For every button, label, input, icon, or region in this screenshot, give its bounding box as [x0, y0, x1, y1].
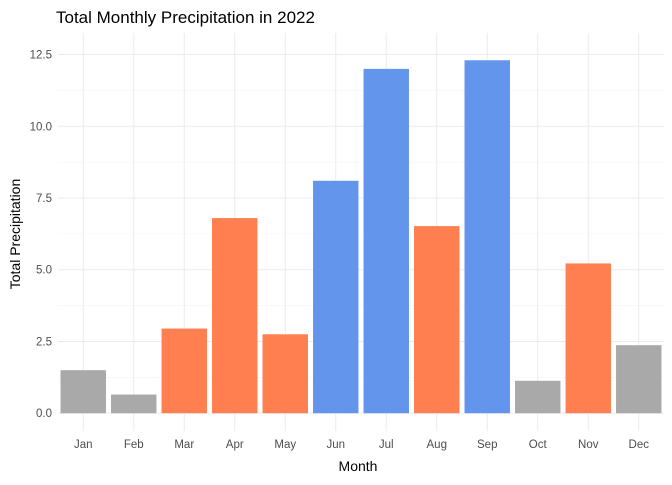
x-tick-label: Aug — [427, 439, 447, 451]
y-tick-label: 7.5 — [36, 193, 52, 205]
x-tick-label: Apr — [226, 439, 244, 451]
bar-mar — [161, 328, 207, 414]
bar-jun — [313, 180, 359, 414]
x-axis-ticks: Jan Feb Mar Apr May Jun Jul Aug Sep Oct Nov Dec — [74, 439, 649, 451]
y-axis-title: Total Precipitation — [7, 179, 23, 290]
bar-aug — [414, 226, 460, 414]
bar-nov — [565, 263, 611, 414]
y-tick-label: 10.0 — [30, 121, 52, 133]
x-tick-label: Sep — [477, 439, 497, 451]
x-axis-title: Month — [339, 458, 378, 474]
bars — [60, 60, 662, 414]
x-tick-label: Jul — [379, 439, 394, 451]
x-tick-label: Dec — [629, 439, 650, 451]
bar-dec — [616, 345, 662, 414]
x-tick-label: Feb — [124, 439, 144, 451]
bar-feb — [111, 394, 157, 414]
bar-may — [262, 334, 308, 414]
x-tick-label: Jun — [326, 439, 345, 451]
bar-apr — [212, 218, 258, 414]
x-tick-label: Nov — [578, 439, 599, 451]
y-axis-ticks: 0.0 2.5 5.0 7.5 10.0 12.5 — [30, 50, 52, 421]
y-tick-label: 2.5 — [36, 336, 52, 348]
bar-oct — [515, 380, 561, 414]
y-tick-label: 0.0 — [36, 408, 52, 420]
y-tick-label: 12.5 — [30, 50, 52, 62]
x-tick-label: Oct — [529, 439, 548, 451]
x-tick-label: Mar — [174, 439, 194, 451]
bar-jan — [60, 370, 106, 414]
x-tick-label: May — [274, 439, 296, 451]
bar-jul — [363, 68, 409, 414]
chart-title: Total Monthly Precipitation in 2022 — [56, 8, 315, 27]
y-tick-label: 5.0 — [36, 265, 52, 277]
x-tick-label: Jan — [74, 439, 93, 451]
bar-sep — [464, 60, 510, 414]
